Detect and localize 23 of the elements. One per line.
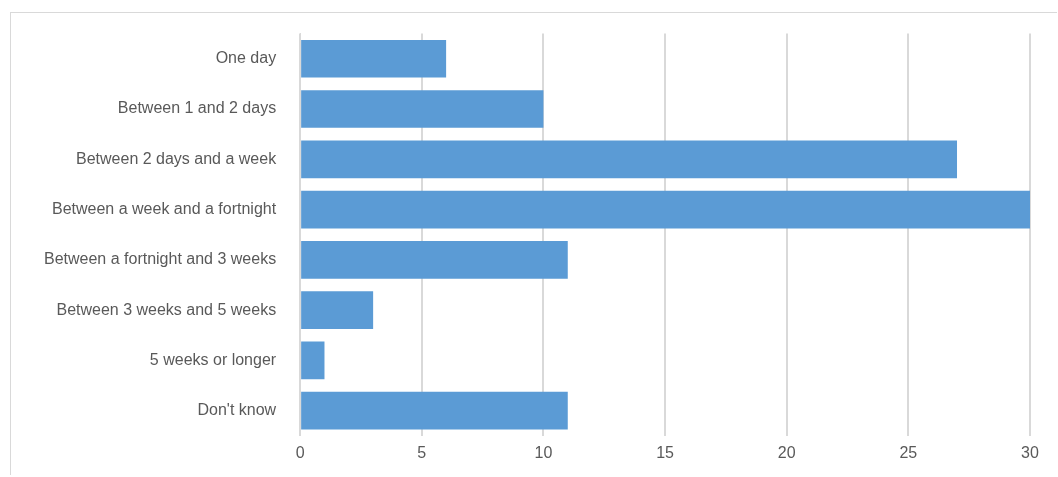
y-tick-label: Between 2 days and a week — [76, 149, 278, 167]
x-tick-label: 5 — [417, 443, 427, 461]
x-tick-label: 0 — [295, 443, 305, 461]
y-tick-label: 5 weeks or longer — [149, 350, 277, 368]
x-tick-label: 20 — [777, 443, 796, 461]
bar — [301, 291, 374, 329]
bar — [301, 341, 325, 380]
bar — [301, 190, 1030, 229]
y-tick-label: Don't know — [197, 401, 277, 419]
bar — [301, 90, 544, 128]
y-tick-label: One day — [215, 49, 277, 67]
y-tick-label: Between a fortnight and 3 weeks — [43, 250, 277, 268]
y-tick-label: Between 1 and 2 days — [117, 99, 277, 117]
x-tick-label: 10 — [534, 443, 553, 461]
bar — [301, 240, 568, 279]
y-tick-label: Between 3 weeks and 5 weeks — [56, 300, 277, 318]
bar — [301, 391, 568, 430]
x-tick-label: 25 — [899, 443, 918, 461]
bar — [301, 140, 958, 179]
x-tick-label: 15 — [656, 443, 675, 461]
y-tick-label: Between a week and a fortnight — [51, 199, 277, 217]
x-tick-label: 30 — [1021, 443, 1039, 461]
bar — [301, 39, 447, 78]
